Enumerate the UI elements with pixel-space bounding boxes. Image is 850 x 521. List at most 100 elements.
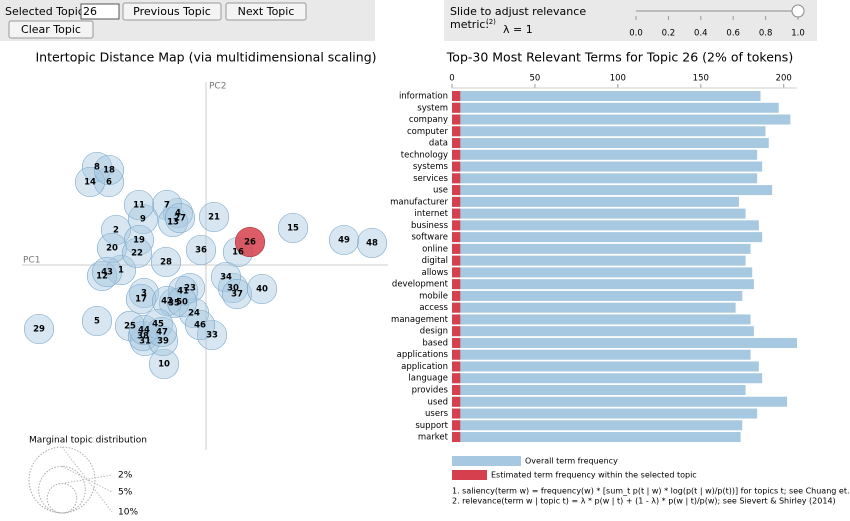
slider-tick-label: 1.0 [791,29,805,39]
topic-label: 49 [338,236,350,246]
topic-label: 5 [94,317,100,327]
term-bar [452,302,736,313]
term-bar [452,243,461,254]
term-label: system [417,103,448,113]
term-bar [452,232,763,243]
term-label: internet [414,209,448,219]
topic-bubble [162,197,194,229]
term-bar [452,114,791,125]
term-bar [452,149,758,160]
topic-bubble [96,232,128,264]
topic-label: 42 [161,297,173,307]
term-label: based [422,338,448,348]
topic-label: 37 [231,290,243,300]
topic-label: 30 [227,284,239,294]
term-bar [452,161,461,172]
term-label: support [415,421,448,431]
term-label: design [420,327,448,337]
term-label: mobile [419,291,448,301]
topic-label: 7 [164,201,170,211]
x-tick-label: 100 [610,74,626,84]
topic-label: 41 [177,287,189,297]
term-label: systems [413,162,449,172]
topic-bubble [147,325,179,357]
previous-button-text[interactable]: Previous Topic [133,5,211,18]
topic-bubble [123,189,155,221]
size-legend-circle [28,446,96,514]
slider-tick-label: 0.4 [694,29,708,39]
topic-label: 15 [287,224,299,234]
topic-bubble [185,234,217,266]
topic-label: 11 [133,201,145,211]
term-bar [452,290,461,301]
x-tick-label: 0 [449,74,454,84]
topic-label: 10 [158,360,170,370]
term-bar [452,396,788,407]
topic-label: 20 [106,244,118,254]
topic-bubble [100,214,132,246]
slider-label: Slide to adjust relevance [450,5,586,18]
term-label: technology [401,150,448,160]
slider-tick-label: 0.0 [629,29,643,39]
clear-button-text[interactable]: Clear Topic [21,23,81,36]
term-label: data [429,139,448,149]
size-legend-label: 2% [118,471,133,481]
topic-input[interactable] [80,3,120,20]
term-label: development [392,280,449,290]
term-label: provides [412,386,449,396]
term-bar [452,373,461,384]
term-bar [452,349,751,360]
slider-panel [444,0,817,41]
topic-bubble [150,246,182,278]
slider-tick-label: 0.2 [662,29,676,39]
term-bar [452,185,461,196]
term-label: services [413,174,448,184]
term-label: users [425,409,449,419]
term-bar [452,290,743,301]
term-label: software [411,233,448,243]
term-bar [452,255,461,266]
term-bar [452,385,746,395]
x-tick-label: 50 [530,74,541,84]
term-bar [452,208,746,219]
clear-button[interactable] [8,20,94,39]
term-bar [452,173,758,184]
next-button-text[interactable]: Next Topic [238,5,295,18]
term-bar [452,91,761,101]
previous-button[interactable] [122,2,222,21]
topic-bubble [210,261,242,293]
topic-label: 25 [124,322,136,332]
topic-bubble [234,226,266,258]
term-bar [452,161,763,172]
topic-label: 22 [131,249,143,259]
topic-label: 12 [96,272,108,282]
size-legend-label: 10% [118,508,138,518]
legend-label: Overall term frequency [525,457,618,466]
term-label: company [409,115,448,125]
term-bar [452,91,461,101]
topic-label: 16 [232,248,244,258]
topic-bubble [151,189,183,221]
topic-input-value[interactable]: 26 [83,5,97,18]
term-bar [452,326,461,337]
topic-bubble [198,201,230,233]
term-label: language [408,374,448,384]
topic-label: 31 [139,337,151,347]
next-button[interactable] [225,2,307,21]
term-bar [452,185,773,196]
topic-bubble [146,316,178,348]
topic-bubble [91,256,123,288]
slider-tick-label: 0.6 [726,29,740,39]
term-bar [452,408,758,419]
term-bar [452,314,751,325]
term-bar [452,149,461,160]
slider-tick-label: 0.8 [759,29,773,39]
size-legend-title: Marginal topic distribution [29,436,147,446]
bar-title: Top-30 Most Relevant Terms for Topic 26 … [446,50,793,65]
term-bar [452,255,746,266]
topic-label: 28 [160,258,172,268]
topic-bubble [277,212,309,244]
topic-label: 8 [94,163,100,173]
